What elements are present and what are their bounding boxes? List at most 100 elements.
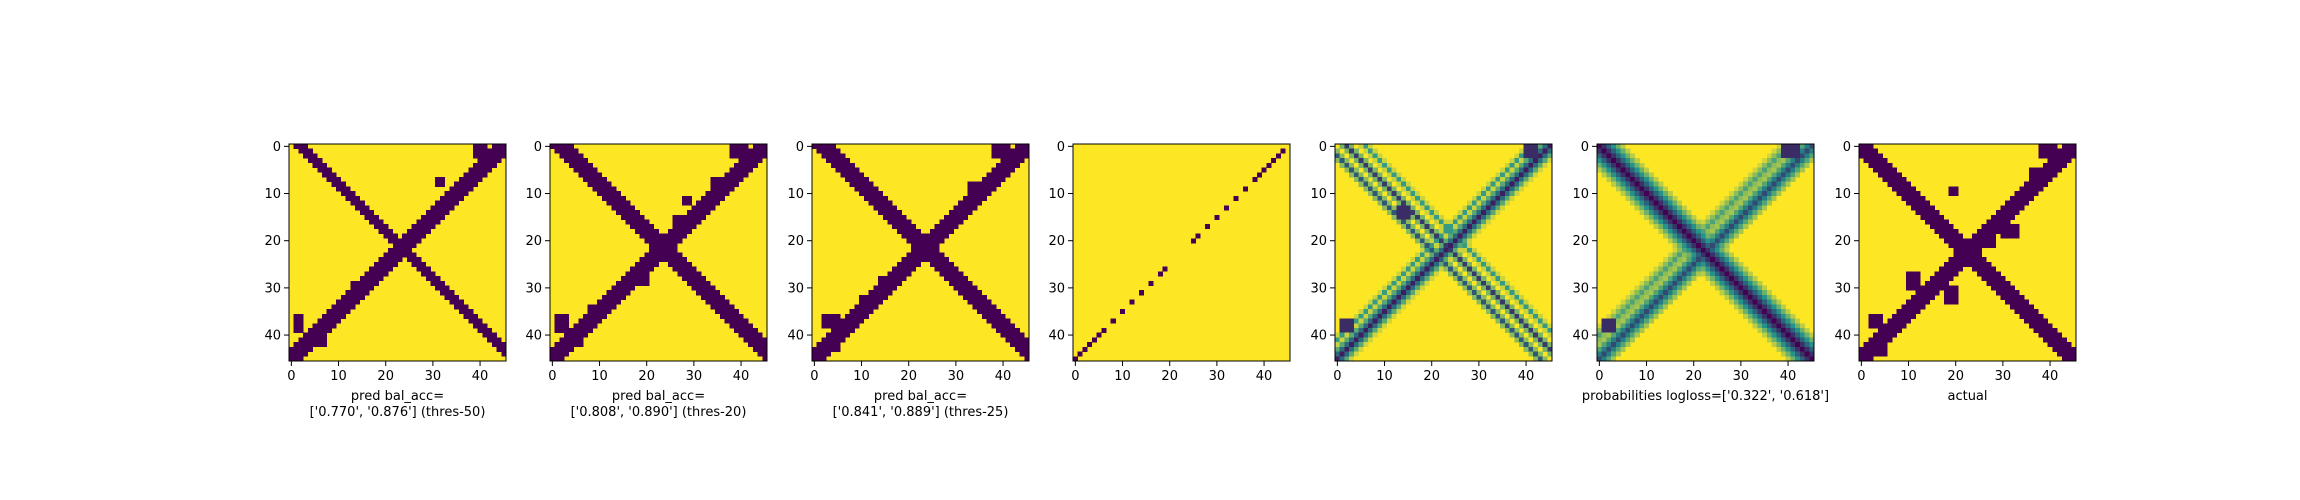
heatmap-cell: [1943, 299, 1949, 305]
heatmap-cell: [1372, 327, 1378, 333]
heatmap-cell: [1733, 304, 1739, 310]
heatmap-cell: [1481, 261, 1487, 267]
heatmap-cell: [1799, 148, 1805, 154]
heatmap-cell: [1504, 191, 1510, 197]
heatmap-cell: [840, 332, 846, 338]
heatmap-cell: [849, 309, 855, 315]
heatmap-cell: [1757, 186, 1763, 192]
heatmap-cell: [1729, 285, 1735, 291]
heatmap-cell: [2005, 210, 2011, 216]
heatmap-cell: [878, 210, 884, 216]
heatmap-cell: [1776, 318, 1782, 324]
heatmap-cell: [1762, 327, 1768, 333]
heatmap-cell: [1504, 181, 1510, 187]
heatmap-cell: [1681, 243, 1687, 249]
heatmap-cell: [1462, 257, 1468, 263]
heatmap-cell: [554, 351, 560, 357]
heatmap-cell: [1358, 153, 1364, 159]
heatmap-cell: [1542, 346, 1548, 352]
heatmap-cell: [2042, 332, 2048, 338]
heatmap-cell: [887, 290, 893, 296]
heatmap-cell: [868, 186, 874, 192]
heatmap-cell: [686, 200, 692, 206]
heatmap-cell: [1705, 219, 1711, 225]
heatmap-cell: [587, 162, 593, 168]
heatmap-cell: [1620, 186, 1626, 192]
heatmap-cell: [350, 280, 356, 286]
heatmap-cell: [835, 318, 841, 324]
heatmap-cell: [421, 271, 427, 277]
heatmap-cell: [583, 313, 589, 319]
heatmap-cell: [1776, 153, 1782, 159]
heatmap-cell: [715, 177, 721, 183]
heatmap-cell: [1719, 290, 1725, 296]
heatmap-cell: [1010, 153, 1016, 159]
heatmap-cell: [830, 313, 836, 319]
heatmap-cell: [878, 200, 884, 206]
heatmap-cell: [458, 181, 464, 187]
heatmap-cell: [729, 144, 735, 150]
heatmap-cell: [1809, 153, 1815, 159]
heatmap-cell: [1528, 313, 1534, 319]
x-tick-label: 20: [1685, 369, 1702, 384]
heatmap-cell: [1462, 205, 1468, 211]
heatmap-cell: [430, 276, 436, 282]
heatmap-cell: [2052, 172, 2058, 178]
heatmap-cell: [496, 144, 502, 150]
heatmap-cell: [1485, 200, 1491, 206]
x-tick-label: 20: [1423, 369, 1440, 384]
x-tick-label: 30: [1733, 369, 1750, 384]
heatmap-cell: [1462, 219, 1468, 225]
heatmap-cell: [487, 327, 493, 333]
heatmap-cell: [958, 205, 964, 211]
heatmap-cell: [616, 299, 622, 305]
heatmap-cell: [1606, 351, 1612, 357]
heatmap-cell: [1500, 195, 1506, 201]
heatmap-cell: [1620, 181, 1626, 187]
heatmap-cell: [1747, 219, 1753, 225]
heatmap-cell: [444, 205, 450, 211]
heatmap-cell: [1667, 257, 1673, 263]
heatmap-cell: [939, 219, 945, 225]
heatmap-cell: [1873, 323, 1879, 329]
heatmap-cell: [1611, 318, 1617, 324]
heatmap-cell: [1901, 191, 1907, 197]
heatmap-cell: [1382, 294, 1388, 300]
heatmap-cell: [1901, 323, 1907, 329]
heatmap-cell: [1953, 191, 1959, 197]
heatmap-cell: [601, 181, 607, 187]
heatmap-cell: [406, 247, 412, 253]
heatmap-cell: [1372, 191, 1378, 197]
heatmap-cell: [1790, 346, 1796, 352]
heatmap-cell: [1615, 337, 1621, 343]
heatmap-cell: [1514, 318, 1520, 324]
heatmap-cell: [322, 337, 328, 343]
heatmap-cell: [1892, 181, 1898, 187]
heatmap-cell: [639, 261, 645, 267]
heatmap-cell: [1681, 214, 1687, 220]
heatmap-cell: [2057, 153, 2063, 159]
heatmap-cell: [991, 186, 997, 192]
heatmap-cell: [298, 313, 304, 319]
y-tick-label: 10: [1048, 187, 1065, 202]
heatmap-cell: [1705, 224, 1711, 230]
heatmap-cell: [967, 200, 973, 206]
heatmap-cell: [653, 252, 659, 258]
heatmap-cell: [1620, 191, 1626, 197]
heatmap-cell: [1747, 186, 1753, 192]
heatmap-cell: [1457, 261, 1463, 267]
heatmap-cell: [487, 148, 493, 154]
heatmap-cell: [1452, 271, 1458, 277]
heatmap-cell: [1644, 323, 1650, 329]
heatmap-cell: [878, 299, 884, 305]
heatmap-cell: [1438, 238, 1444, 244]
heatmap-cell: [1700, 219, 1706, 225]
heatmap-cell: [1733, 271, 1739, 277]
heatmap-cell: [1424, 224, 1430, 230]
heatmap-cell: [1934, 276, 1940, 282]
heatmap-cell: [1401, 294, 1407, 300]
heatmap-cell: [1743, 280, 1749, 286]
heatmap-cell: [1606, 162, 1612, 168]
heatmap-cell: [340, 299, 346, 305]
heatmap-cell: [882, 195, 888, 201]
